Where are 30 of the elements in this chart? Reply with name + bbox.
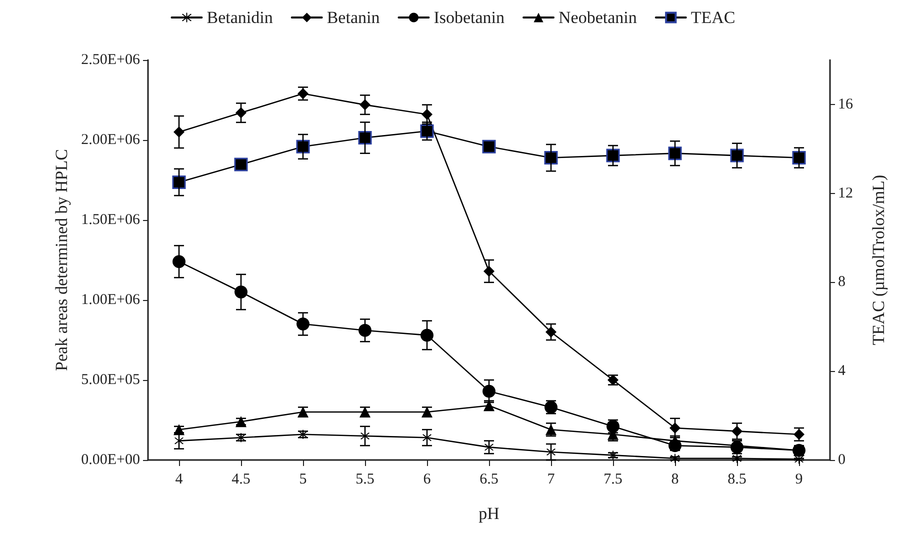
x-tick-label: 8	[671, 472, 679, 488]
x-tick-label: 7.5	[604, 472, 622, 488]
y2-tick-label: 8	[838, 274, 846, 290]
y2-tick-label: 12	[838, 185, 853, 202]
x-tick-label: 6	[423, 472, 432, 488]
y2-tick-label: 4	[838, 363, 846, 380]
y-axis-title: Peak areas determined by HPLC	[52, 149, 72, 371]
y2-axis-title: TEAC (µmolTrolox/mL)	[869, 174, 888, 346]
legend-label: TEAC	[690, 8, 736, 27]
legend-label: Isobetanin	[434, 8, 506, 27]
y-tick-label: 1.00E+06	[81, 292, 140, 308]
x-tick-label: 8.5	[728, 472, 746, 488]
legend-label: Neobetanin	[558, 8, 638, 27]
x-tick-label: 5	[299, 472, 307, 488]
y2-tick-label: 0	[838, 452, 846, 468]
y2-tick-label: 16	[838, 96, 854, 112]
legend-label: Betanin	[326, 8, 380, 27]
x-tick-label: 4	[175, 472, 184, 488]
y-tick-label: 0.00E+00	[81, 452, 140, 468]
y-tick-label: 2.00E+06	[81, 132, 140, 148]
y-tick-label: 5.00E+05	[81, 372, 140, 388]
x-tick-label: 4.5	[232, 472, 250, 488]
y-tick-label: 2.50E+06	[81, 52, 140, 68]
y-tick-label: 1.50E+06	[81, 212, 140, 228]
legend-label: Betanidin	[206, 8, 274, 27]
x-tick-label: 5.5	[356, 472, 374, 488]
x-axis-title: pH	[478, 504, 500, 523]
x-tick-label: 9	[795, 472, 803, 488]
x-tick-label: 7	[547, 472, 556, 488]
x-tick-label: 6.5	[480, 472, 498, 488]
